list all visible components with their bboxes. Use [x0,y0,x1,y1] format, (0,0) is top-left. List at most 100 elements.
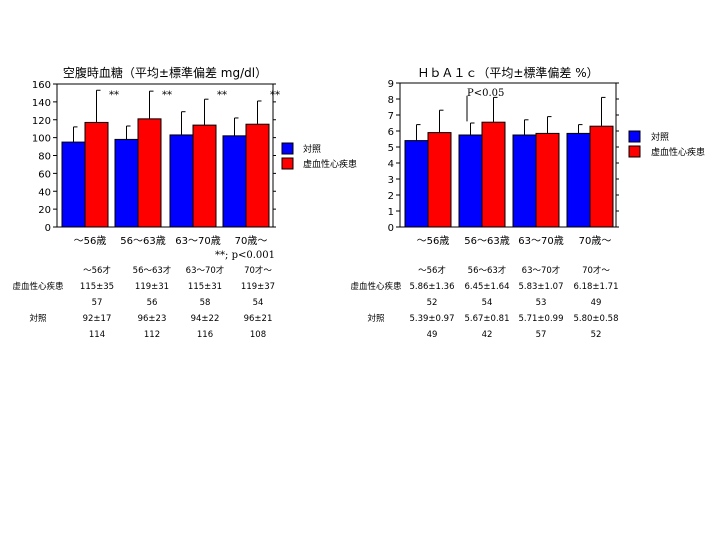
y-tick-label: 160 [32,80,51,91]
y-tick-label: 2 [388,191,394,202]
bar-control [458,134,483,228]
table-cell-mean-sd: 5.71±0.99 [519,314,564,324]
bar-control [566,132,591,228]
bar-control [114,138,139,228]
y-tick-label: 0 [388,223,394,234]
legend-swatch [628,130,641,143]
table-cell-n: 114 [89,330,105,340]
table-cell-mean-sd: 5.86±1.36 [410,282,455,292]
table-row-label: 対照 [29,313,47,324]
plot-frame [399,82,617,228]
y-tick-label: 5 [388,143,394,154]
table-cell-n: 42 [482,330,493,340]
bar-control [512,134,537,228]
x-category-label: 70歳～ [579,235,612,247]
table-cell-mean-sd: 92±17 [83,314,112,324]
table-cell-mean-sd: 6.45±1.64 [465,282,510,292]
table-cell-mean-sd: 94±22 [191,314,220,324]
significance-marker: ** [109,90,119,101]
legend-swatch [281,142,294,155]
table-cell-mean-sd: 96±23 [138,314,167,324]
chart-title: ＨｂＡ１ｃ（平均±標準偏差 %） [417,65,598,80]
y-tick-label: 8 [388,95,394,106]
table-cell-n: 52 [591,330,602,340]
y-tick-label: 7 [388,111,394,122]
table-header: 70才～ [582,265,610,276]
table-cell-n: 56 [147,298,158,308]
y-tick-label: 0 [45,223,51,234]
bar-patient [535,132,560,228]
table-cell-mean-sd: 119±31 [135,282,169,292]
table-header: 63～70才 [186,265,225,276]
bar-control [169,134,194,228]
y-tick-label: 1 [388,207,394,218]
y-tick-label: 80 [38,152,51,163]
chart-2: ＨｂＡ１ｃ（平均±標準偏差 %） 0 1 2 3 4 5 6 7 8 9 ～56歳 56～63歳 63～7… [350,65,705,340]
bar-control [222,135,247,228]
table-cell-n: 57 [92,298,103,308]
y-tick-label: 60 [38,169,51,180]
x-category-label: 70歳～ [235,235,268,247]
bar-patient [481,121,506,228]
legend-label: 対照 [651,131,669,143]
bar-patient [192,124,217,228]
x-category-label: ～56歳 [74,235,107,247]
y-tick-label: 9 [388,79,394,90]
table-cell-n: 53 [536,298,547,308]
bar-control [61,141,86,228]
table-header: 56～63才 [133,265,172,276]
table-cell-n: 54 [253,298,264,308]
significance-marker: ** [217,90,227,101]
table-cell-n: 58 [200,298,211,308]
table-cell-n: 54 [482,298,493,308]
y-tick-label: 20 [38,205,51,216]
table-row-label: 対照 [367,313,385,324]
x-category-label: 63～70歳 [518,235,563,247]
bar-patient [84,121,109,228]
bar-patient [589,125,614,228]
table-header: ～56才 [83,265,111,276]
bar-control [404,140,429,228]
x-category-label: 56～63歳 [120,235,165,247]
table-cell-mean-sd: 115±35 [80,282,114,292]
table-cell-n: 112 [144,330,160,340]
legend-swatch [628,145,641,158]
y-tick-label: 140 [32,98,51,109]
table-cell-mean-sd: 119±37 [241,282,275,292]
y-tick-label: 6 [388,127,394,138]
y-tick-label: 40 [38,187,51,198]
x-category-label: 56～63歳 [464,235,509,247]
significance-marker: ** [162,90,172,101]
table-cell-n: 52 [427,298,438,308]
x-category-label: 63～70歳 [175,235,220,247]
significance-marker: ** [270,90,280,101]
legend-label: 虚血性心疾患 [303,158,357,170]
p-value-footnote: **; p<0.001 [215,250,275,261]
legend-swatch [281,157,294,170]
table-cell-mean-sd: 5.80±0.58 [574,314,619,324]
stats-table: ～56才 56～63才 63～70才 70才～ 虚血性心疾患 5.86±1.36 6.45±… [350,265,618,340]
table-row-label: 虚血性心疾患 [12,281,64,292]
y-tick-label: 120 [32,116,51,127]
stats-table: ～56才 56～63才 63～70才 70才～ 虚血性心疾患 115±35 119±31 11… [12,265,275,340]
x-category-label: ～56歳 [417,235,450,247]
table-header: 63～70才 [522,265,561,276]
table-row-label: 虚血性心疾患 [350,281,402,292]
chart-title: 空腹時血糖（平均±標準偏差 mg/dl） [63,65,267,80]
table-cell-mean-sd: 5.39±0.97 [410,314,455,324]
table-cell-n: 116 [197,330,213,340]
bar-patient [427,132,452,228]
y-tick-label: 3 [388,175,394,186]
y-tick-label: 100 [32,134,51,145]
table-cell-n: 108 [250,330,266,340]
table-cell-n: 57 [536,330,547,340]
p-value-annotation: P<0.05 [467,88,504,99]
table-cell-mean-sd: 115±31 [188,282,222,292]
table-cell-mean-sd: 5.67±0.81 [465,314,510,324]
table-header: 70才～ [244,265,272,276]
y-tick-label: 4 [388,159,394,170]
table-header: ～56才 [418,265,446,276]
table-cell-mean-sd: 6.18±1.71 [574,282,619,292]
bar-patient [137,118,162,228]
